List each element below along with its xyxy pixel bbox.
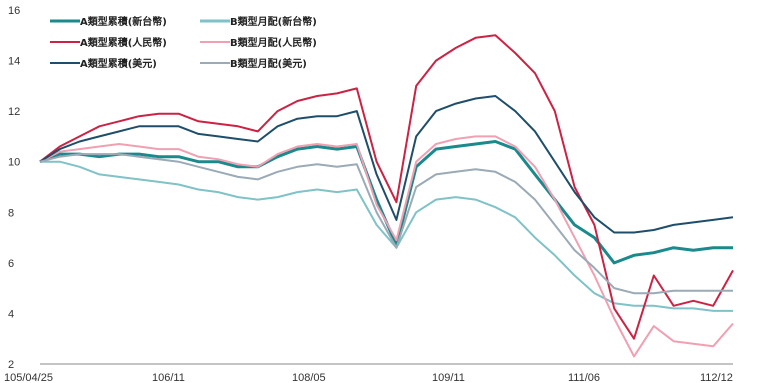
legend-item-a-usd: A類型累積(美元) xyxy=(50,57,157,70)
y-tick-label: 8 xyxy=(8,207,14,219)
series-line-0 xyxy=(39,140,733,265)
x-tick-label: 112/12 xyxy=(700,372,733,383)
series-line-4 xyxy=(39,95,734,234)
x-axis: 105/04/25 106/11 108/05 109/11 111/06 112/12 xyxy=(4,372,733,383)
series-line-5 xyxy=(39,153,733,295)
y-tick-label: 2 xyxy=(8,359,14,371)
y-tick-label: 6 xyxy=(8,258,14,270)
y-tick-label: 12 xyxy=(8,106,20,118)
legend-item-b-cny: B類型月配(人民幣) xyxy=(200,36,317,49)
series-line-2 xyxy=(39,34,734,340)
legend-item-b-twd: B類型月配(新台幣) xyxy=(200,15,317,28)
legend-label-b-cny: B類型月配(人民幣) xyxy=(230,36,317,49)
legend-label-b-usd: B類型月配(美元) xyxy=(230,57,307,70)
x-tick-label: 109/11 xyxy=(432,372,465,383)
y-tick-label: 10 xyxy=(8,157,20,169)
series-line-1 xyxy=(40,160,733,312)
x-tick-label: 108/05 xyxy=(292,372,326,383)
x-tick-label: 106/11 xyxy=(152,372,185,383)
legend-item-b-usd: B類型月配(美元) xyxy=(200,57,307,70)
legend-label-a-twd: A類型累積(新台幣) xyxy=(80,15,167,28)
legend-label-a-usd: A類型累積(美元) xyxy=(80,57,157,70)
legend: A類型累積(新台幣) B類型月配(新台幣) A類型累積(人民幣) B類型月配(人… xyxy=(50,15,317,70)
y-tick-label: 16 xyxy=(8,5,20,17)
x-tick-label: 105/04/25 xyxy=(4,372,53,383)
y-axis: 2 4 6 8 10 12 14 16 xyxy=(8,5,20,371)
legend-item-a-cny: A類型累積(人民幣) xyxy=(50,36,167,49)
series-lines xyxy=(39,34,734,358)
series-line-3 xyxy=(39,135,734,358)
legend-item-a-twd: A類型累積(新台幣) xyxy=(50,15,167,28)
legend-label-b-twd: B類型月配(新台幣) xyxy=(230,15,317,28)
y-tick-label: 4 xyxy=(8,308,14,320)
legend-label-a-cny: A類型累積(人民幣) xyxy=(80,36,167,49)
y-tick-label: 14 xyxy=(8,56,20,68)
x-tick-label: 111/06 xyxy=(568,372,600,383)
